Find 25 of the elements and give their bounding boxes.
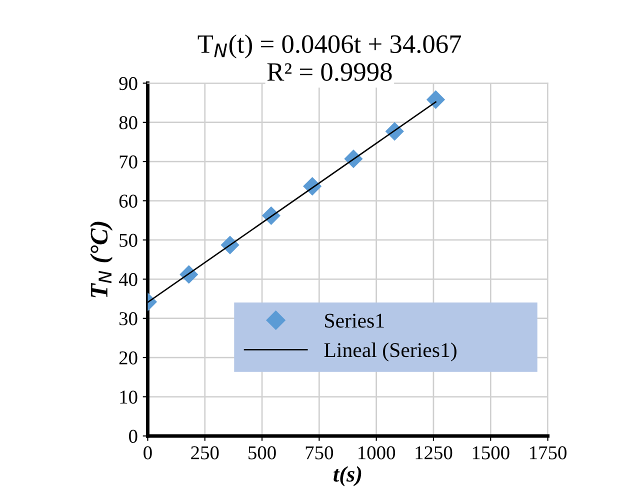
y-tick-label: 0 (129, 430, 138, 443)
y-tick-label: 80 (119, 116, 138, 130)
chart-subtitle: R² = 0.9998 (267, 63, 392, 82)
y-axis-title: T$_{N}$ (°C) (90, 222, 113, 298)
point (426, 90, 446, 109)
y-tick-label: 50 (120, 234, 138, 247)
y-tick-label: 30 (119, 312, 138, 326)
legend-label: Series1 (325, 314, 384, 328)
y-tick-label: 70 (120, 155, 138, 168)
x-tick-label: 0 (144, 446, 152, 460)
y-tick-label: 40 (118, 272, 138, 286)
y-tick-label: 60 (119, 194, 138, 208)
y-tick-label: 20 (119, 351, 138, 364)
y-tick-label: 10 (120, 390, 138, 404)
x-tick-label: 250 (191, 446, 219, 460)
chart-title: T$_{N}$(t) = 0.0406t + 34.067 (198, 34, 462, 58)
y-tick-label: 90 (119, 76, 138, 90)
x-tick-label: 1000 (358, 446, 396, 460)
x-tick-label: 500 (248, 446, 276, 460)
x-axis-title: t(s) (334, 466, 362, 486)
x-tick-label: 1250 (416, 446, 452, 460)
x-tick-label: 750 (306, 446, 334, 460)
x-tick-label: 1500 (472, 446, 510, 460)
x-tick-label: 1750 (530, 446, 566, 460)
legend-label: Lineal (Series1) (324, 342, 456, 362)
